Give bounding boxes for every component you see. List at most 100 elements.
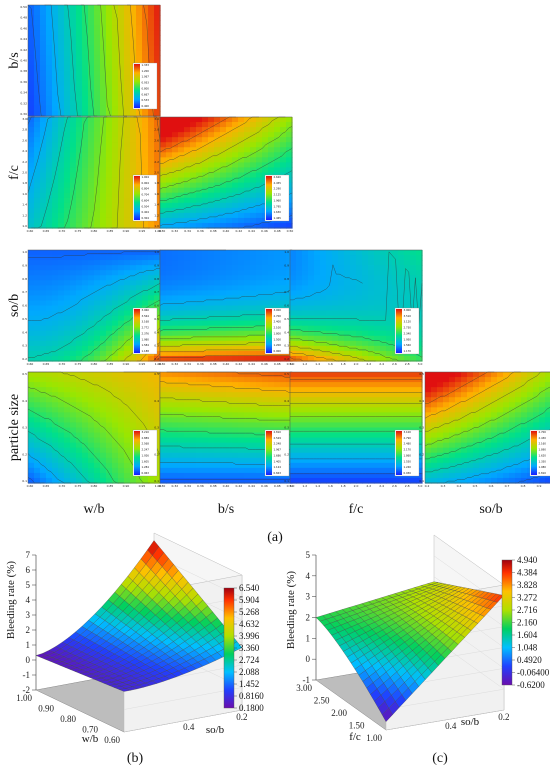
contour-fill <box>106 45 113 52</box>
colorbar-tick: 2.170 <box>404 448 412 452</box>
contour-fill <box>154 315 161 322</box>
contour-fill <box>118 392 125 398</box>
contour-fill <box>88 300 95 307</box>
x-tick-label: 1.6 <box>328 362 333 366</box>
contour-fill <box>232 427 239 434</box>
contour-fill <box>106 20 113 26</box>
y-tick-label: 0.34 <box>20 91 27 95</box>
contour-fill <box>308 260 315 266</box>
contour-fill <box>154 212 161 219</box>
contour-fill <box>88 275 95 281</box>
contour-fill <box>196 452 203 459</box>
contour-fill <box>100 290 107 297</box>
contour-fill <box>52 432 59 439</box>
colorbar-tick: 1.795 <box>274 204 282 208</box>
contour-fill <box>124 85 131 92</box>
contour-fill <box>250 315 257 322</box>
contour-fill <box>136 377 143 383</box>
contour-fill <box>58 192 65 199</box>
y-tick-label: 1.4 <box>22 203 27 207</box>
contour-fill <box>214 137 221 143</box>
contour-fill <box>142 300 149 307</box>
contour-fill <box>112 340 119 347</box>
contour-fill <box>112 100 119 107</box>
contour-fill <box>166 330 173 337</box>
contour-fill <box>214 397 221 403</box>
contour-fill <box>166 315 173 322</box>
contour-fill <box>130 265 137 271</box>
contour-fill <box>410 270 417 276</box>
contour-fill <box>184 157 191 164</box>
contour-fill <box>70 10 77 16</box>
contour-fill <box>416 330 423 337</box>
contour-fill <box>136 422 143 429</box>
contour-fill <box>94 372 101 378</box>
contour-fill <box>326 260 333 266</box>
contour-fill <box>332 472 339 479</box>
contour-fill <box>160 142 167 148</box>
contour-fill <box>356 280 363 286</box>
contour-fill <box>196 457 203 464</box>
contour-fill <box>404 377 411 383</box>
contour-fill <box>28 50 35 57</box>
contour-fill <box>386 295 393 302</box>
colorbar-tick: 2.480 <box>404 442 412 446</box>
contour-fill <box>302 265 309 271</box>
contour-fill <box>100 305 107 312</box>
contour-fill <box>302 462 309 469</box>
contour-fill <box>58 422 65 429</box>
contour-fill <box>244 477 251 484</box>
contour-fill <box>437 402 444 408</box>
contour-fill <box>380 295 387 302</box>
contour-fill <box>112 285 119 291</box>
contour-fill <box>485 382 492 388</box>
contour-fill <box>362 260 369 266</box>
contour-fill <box>350 407 357 413</box>
contour-fill <box>392 250 399 256</box>
contour-fill <box>274 355 281 362</box>
contour-fill <box>124 117 131 123</box>
contour-fill <box>326 335 333 342</box>
contour-fill <box>172 310 179 317</box>
contour-fill <box>34 95 41 102</box>
contour-fill <box>46 260 53 266</box>
contour-fill <box>320 372 327 378</box>
contour-fill <box>208 122 215 128</box>
contour-fill <box>100 152 107 158</box>
contour-fill <box>94 472 101 479</box>
contour-fill <box>290 275 297 281</box>
contour-fill <box>64 340 71 347</box>
contour-fill <box>28 452 35 459</box>
contour-fill <box>154 187 161 194</box>
contour-fill <box>100 320 107 327</box>
contour-fill <box>166 162 173 169</box>
contour-fill <box>238 320 245 327</box>
contour-fill <box>485 452 492 459</box>
contour-fill <box>184 285 191 291</box>
contour-fill <box>40 162 47 169</box>
contour-fill <box>82 127 89 133</box>
contour-fill <box>368 270 375 276</box>
contour-fill <box>160 397 167 403</box>
contour-fill <box>485 392 492 398</box>
colorbar-tick: 0.504 <box>142 204 150 208</box>
contour-fill <box>208 270 215 276</box>
contour-fill <box>172 392 179 398</box>
contour-fill <box>136 20 143 26</box>
contour-fill <box>314 452 321 459</box>
contour-fill <box>256 397 263 403</box>
contour-fill <box>58 330 65 337</box>
contour-fill <box>220 207 227 214</box>
contour-fill <box>256 320 263 327</box>
contour-fill <box>190 280 197 286</box>
contour-fill <box>154 100 161 107</box>
contour-fill <box>461 457 468 464</box>
contour-fill <box>368 315 375 322</box>
contour-fill <box>238 442 245 449</box>
contour-fill <box>28 5 35 11</box>
contour-fill <box>416 300 423 307</box>
contour-fill <box>166 412 173 419</box>
contour-fill <box>148 25 155 31</box>
contour-fill <box>46 407 53 413</box>
